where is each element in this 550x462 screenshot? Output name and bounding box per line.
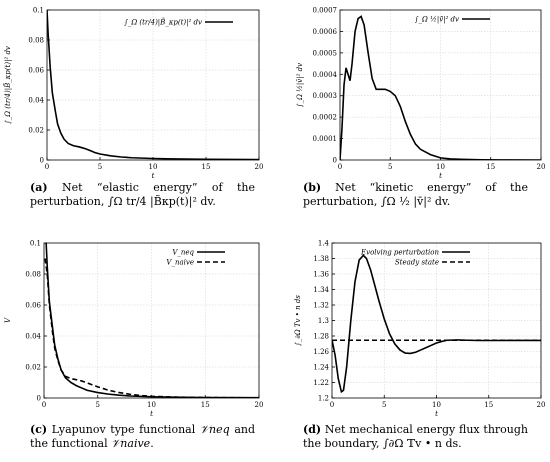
x-tick-label: 5 bbox=[96, 401, 100, 409]
caption-a: (a) Net “elastic energy” of the perturba… bbox=[30, 181, 255, 209]
series-line-0 bbox=[332, 254, 541, 394]
caption-c-post: . bbox=[150, 437, 154, 450]
caption-c-vnaive: 𝒱naive bbox=[111, 437, 151, 450]
caption-d-math: ∫∂Ω 𝕋v • n ds. bbox=[382, 437, 462, 450]
caption-b-text: Net “kinetic energy” of the perturbation… bbox=[303, 181, 528, 208]
x-tick-label: 10 bbox=[149, 163, 158, 171]
plot-frame bbox=[339, 9, 542, 161]
x-tick-label: 10 bbox=[436, 163, 445, 171]
y-axis-label: V bbox=[4, 317, 12, 323]
x-axis-label: t bbox=[435, 410, 438, 418]
y-tick-label: 0.06 bbox=[28, 67, 44, 75]
y-tick-label: 1.28 bbox=[313, 333, 329, 341]
y-tick-label: 1.36 bbox=[313, 271, 329, 279]
x-tick-label: 10 bbox=[147, 401, 156, 409]
x-tick-label: 5 bbox=[98, 163, 102, 171]
y-tick-label: 0.08 bbox=[28, 37, 44, 45]
x-tick-label: 0 bbox=[330, 401, 334, 409]
y-tick-label: 1.32 bbox=[313, 302, 329, 310]
y-tick-label: 0 bbox=[333, 157, 337, 165]
caption-c-vneq: 𝒱neq bbox=[199, 423, 230, 436]
plot-frame bbox=[43, 242, 260, 399]
chart-b: 0 5 10 15 20 0 0.0001 0.0002 0.0003 0.0004 0.0005 0… bbox=[296, 7, 545, 181]
x-tick-label: 20 bbox=[537, 401, 546, 409]
caption-b-label: (b) bbox=[303, 181, 322, 194]
caption-d-text: Net mechanical energy flux through the b… bbox=[303, 423, 528, 450]
x-tick-label: 10 bbox=[432, 401, 441, 409]
caption-c: (c) Lyapunov type functional 𝒱neq and th… bbox=[30, 423, 255, 451]
x-tick-label: 20 bbox=[255, 163, 264, 171]
y-tick-label: 1.2 bbox=[318, 395, 329, 403]
y-tick-label: 0.02 bbox=[28, 127, 44, 135]
caption-b-math: ∫Ω ½ |v̄|² dv. bbox=[380, 195, 451, 208]
legend-label: Steady state bbox=[395, 259, 439, 267]
y-tick-label: 1.38 bbox=[313, 255, 329, 263]
y-tick-label: 0 bbox=[37, 395, 41, 403]
series-line-0 bbox=[47, 10, 259, 160]
x-tick-label: 15 bbox=[484, 401, 493, 409]
y-tick-label: 0.0001 bbox=[313, 135, 338, 143]
series-line-1 bbox=[44, 258, 259, 398]
chart-d: 0 5 10 15 20 1.2 1.22 1.24 1.26 1.28 1.3 1.32 1.34 1.… bbox=[294, 240, 545, 419]
x-tick-label: 15 bbox=[201, 401, 210, 409]
y-tick-label: 0.1 bbox=[33, 7, 44, 15]
caption-a-text: Net “elastic energy” of the perturbation… bbox=[30, 181, 255, 208]
x-tick-label: 5 bbox=[388, 163, 392, 171]
y-axis-label: ∫_Ω ½|v̄|² dv bbox=[296, 63, 304, 107]
y-tick-label: 1.4 bbox=[318, 240, 330, 248]
y-tick-label: 0.02 bbox=[25, 364, 41, 372]
legend-label: ∫_Ω (tr/4)|B̃_κp(t)|² dv bbox=[124, 18, 202, 26]
legend-label: V_neq bbox=[172, 249, 194, 257]
y-tick-label: 0.0002 bbox=[313, 114, 338, 122]
x-tick-label: 15 bbox=[486, 163, 495, 171]
y-tick-label: 0.0004 bbox=[313, 71, 338, 79]
x-axis-label: t bbox=[152, 172, 155, 180]
x-tick-label: 20 bbox=[255, 401, 264, 409]
y-tick-label: 1.22 bbox=[313, 379, 329, 387]
legend-label: ∫_Ω ½|v̄|² dv bbox=[415, 16, 459, 24]
caption-c-mid: and the functional bbox=[30, 423, 255, 450]
x-tick-label: 15 bbox=[202, 163, 211, 171]
caption-a-math: ∫Ω tr/4 |B̃κp(t)|² dv. bbox=[107, 195, 216, 208]
y-tick-label: 0.0003 bbox=[313, 92, 338, 100]
x-axis-label: t bbox=[150, 410, 153, 418]
caption-a-label: (a) bbox=[30, 181, 48, 194]
x-axis-label: t bbox=[439, 172, 442, 180]
caption-c-label: (c) bbox=[30, 423, 48, 436]
x-tick-label: 0 bbox=[45, 163, 49, 171]
y-axis-label: ∫_Ω (tr/4)|B̃_κp(t)|² dv bbox=[4, 46, 12, 124]
chart-c: 0 5 10 15 20 0 0.02 0.04 0.06 0.08 0.1 t V V_neq V_nai… bbox=[4, 240, 263, 419]
legend-label: V_naive bbox=[166, 259, 194, 267]
plot-frame bbox=[331, 242, 542, 399]
y-tick-label: 0.0007 bbox=[313, 7, 338, 15]
y-tick-label: 0.1 bbox=[30, 240, 41, 248]
chart-a: 0 5 10 15 20 0 0.02 0.04 0.06 0.08 0.1 t ∫_Ω (tr/4)|… bbox=[4, 7, 264, 181]
y-tick-label: 1.3 bbox=[318, 317, 329, 325]
series-line-0 bbox=[45, 243, 259, 398]
y-tick-label: 0.04 bbox=[28, 97, 44, 105]
x-tick-label: 0 bbox=[42, 401, 46, 409]
x-tick-label: 5 bbox=[382, 401, 386, 409]
caption-b: (b) Net “kinetic energy” of the perturba… bbox=[303, 181, 528, 209]
y-tick-label: 0.08 bbox=[25, 271, 41, 279]
y-tick-label: 1.24 bbox=[313, 364, 329, 372]
y-tick-label: 0.0006 bbox=[313, 28, 338, 36]
caption-c-text: Lyapunov type functional bbox=[47, 423, 200, 436]
caption-d-label: (d) bbox=[303, 423, 322, 436]
y-tick-label: 1.26 bbox=[313, 348, 329, 356]
series-line-0 bbox=[340, 15, 541, 160]
y-tick-label: 0.0005 bbox=[313, 49, 338, 57]
x-tick-label: 0 bbox=[338, 163, 342, 171]
y-axis-label: ∫_∂Ω Tv • n ds bbox=[294, 295, 302, 346]
y-tick-label: 1.34 bbox=[313, 286, 329, 294]
plot-frame bbox=[46, 9, 260, 161]
y-tick-label: 0 bbox=[40, 157, 44, 165]
legend-label: Evolving perturbation bbox=[360, 249, 439, 257]
x-tick-label: 20 bbox=[537, 163, 546, 171]
y-tick-label: 0.06 bbox=[25, 302, 41, 310]
caption-d: (d) Net mechanical energy flux through t… bbox=[303, 423, 528, 451]
y-tick-label: 0.04 bbox=[25, 333, 41, 341]
